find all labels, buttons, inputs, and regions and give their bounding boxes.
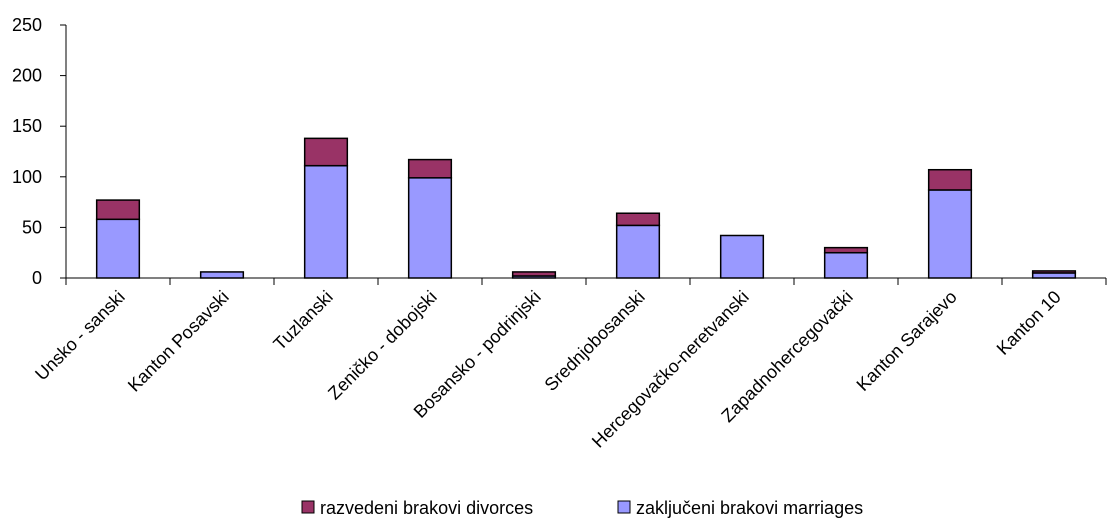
marriages-bar-segment [407,177,453,279]
divorces-bar-segment [823,246,869,254]
marriages-bar-segment [927,189,973,279]
divorces-bar-segment [407,158,453,179]
marriages-bar-segment [719,234,765,279]
marriages-bar-segment [303,164,349,279]
x-category-label: Srednjobosanski [541,287,649,395]
divorces-bar-segment [615,212,661,227]
divorces-bar-segment [511,271,557,277]
divorces-bar-segment [927,168,973,191]
divorces-bar-segment [95,199,141,221]
marriages-bar-segment [1031,272,1077,279]
y-tick-label: 250 [12,15,42,35]
y-tick-label: 150 [12,116,42,136]
x-category-label: Kanton Posavski [124,287,233,396]
marriages-bar-segment [199,271,245,279]
x-category-label: Unsko - sanski [31,287,129,385]
legend-swatch [617,500,631,514]
x-category-label: Tuzlanski [269,287,336,354]
y-tick-label: 100 [12,167,42,187]
legend-swatch [301,500,315,514]
legend: razvedeni brakovi divorces zaključeni bra… [301,498,863,518]
x-category-label: Kanton Sarajevo [853,287,961,395]
y-tick-label: 50 [22,217,42,237]
legend-label: razvedeni brakovi divorces [320,498,533,518]
divorces-bar-segment [1031,270,1077,274]
y-axis: 0 50 100 150 200 250 [12,15,67,288]
y-tick-label: 200 [12,66,42,86]
x-category-label: Zeničko - dobojski [324,287,441,404]
bars [95,137,1077,279]
x-category-label: Kanton 10 [993,287,1065,359]
y-tick-label: 0 [32,268,42,288]
legend-label: zaključeni brakovi marriages [636,498,863,518]
divorces-bar-segment [303,137,349,167]
marriages-bar-segment [615,224,661,279]
marriages-bar-segment [823,251,869,279]
marriages-bar-segment [95,218,141,279]
